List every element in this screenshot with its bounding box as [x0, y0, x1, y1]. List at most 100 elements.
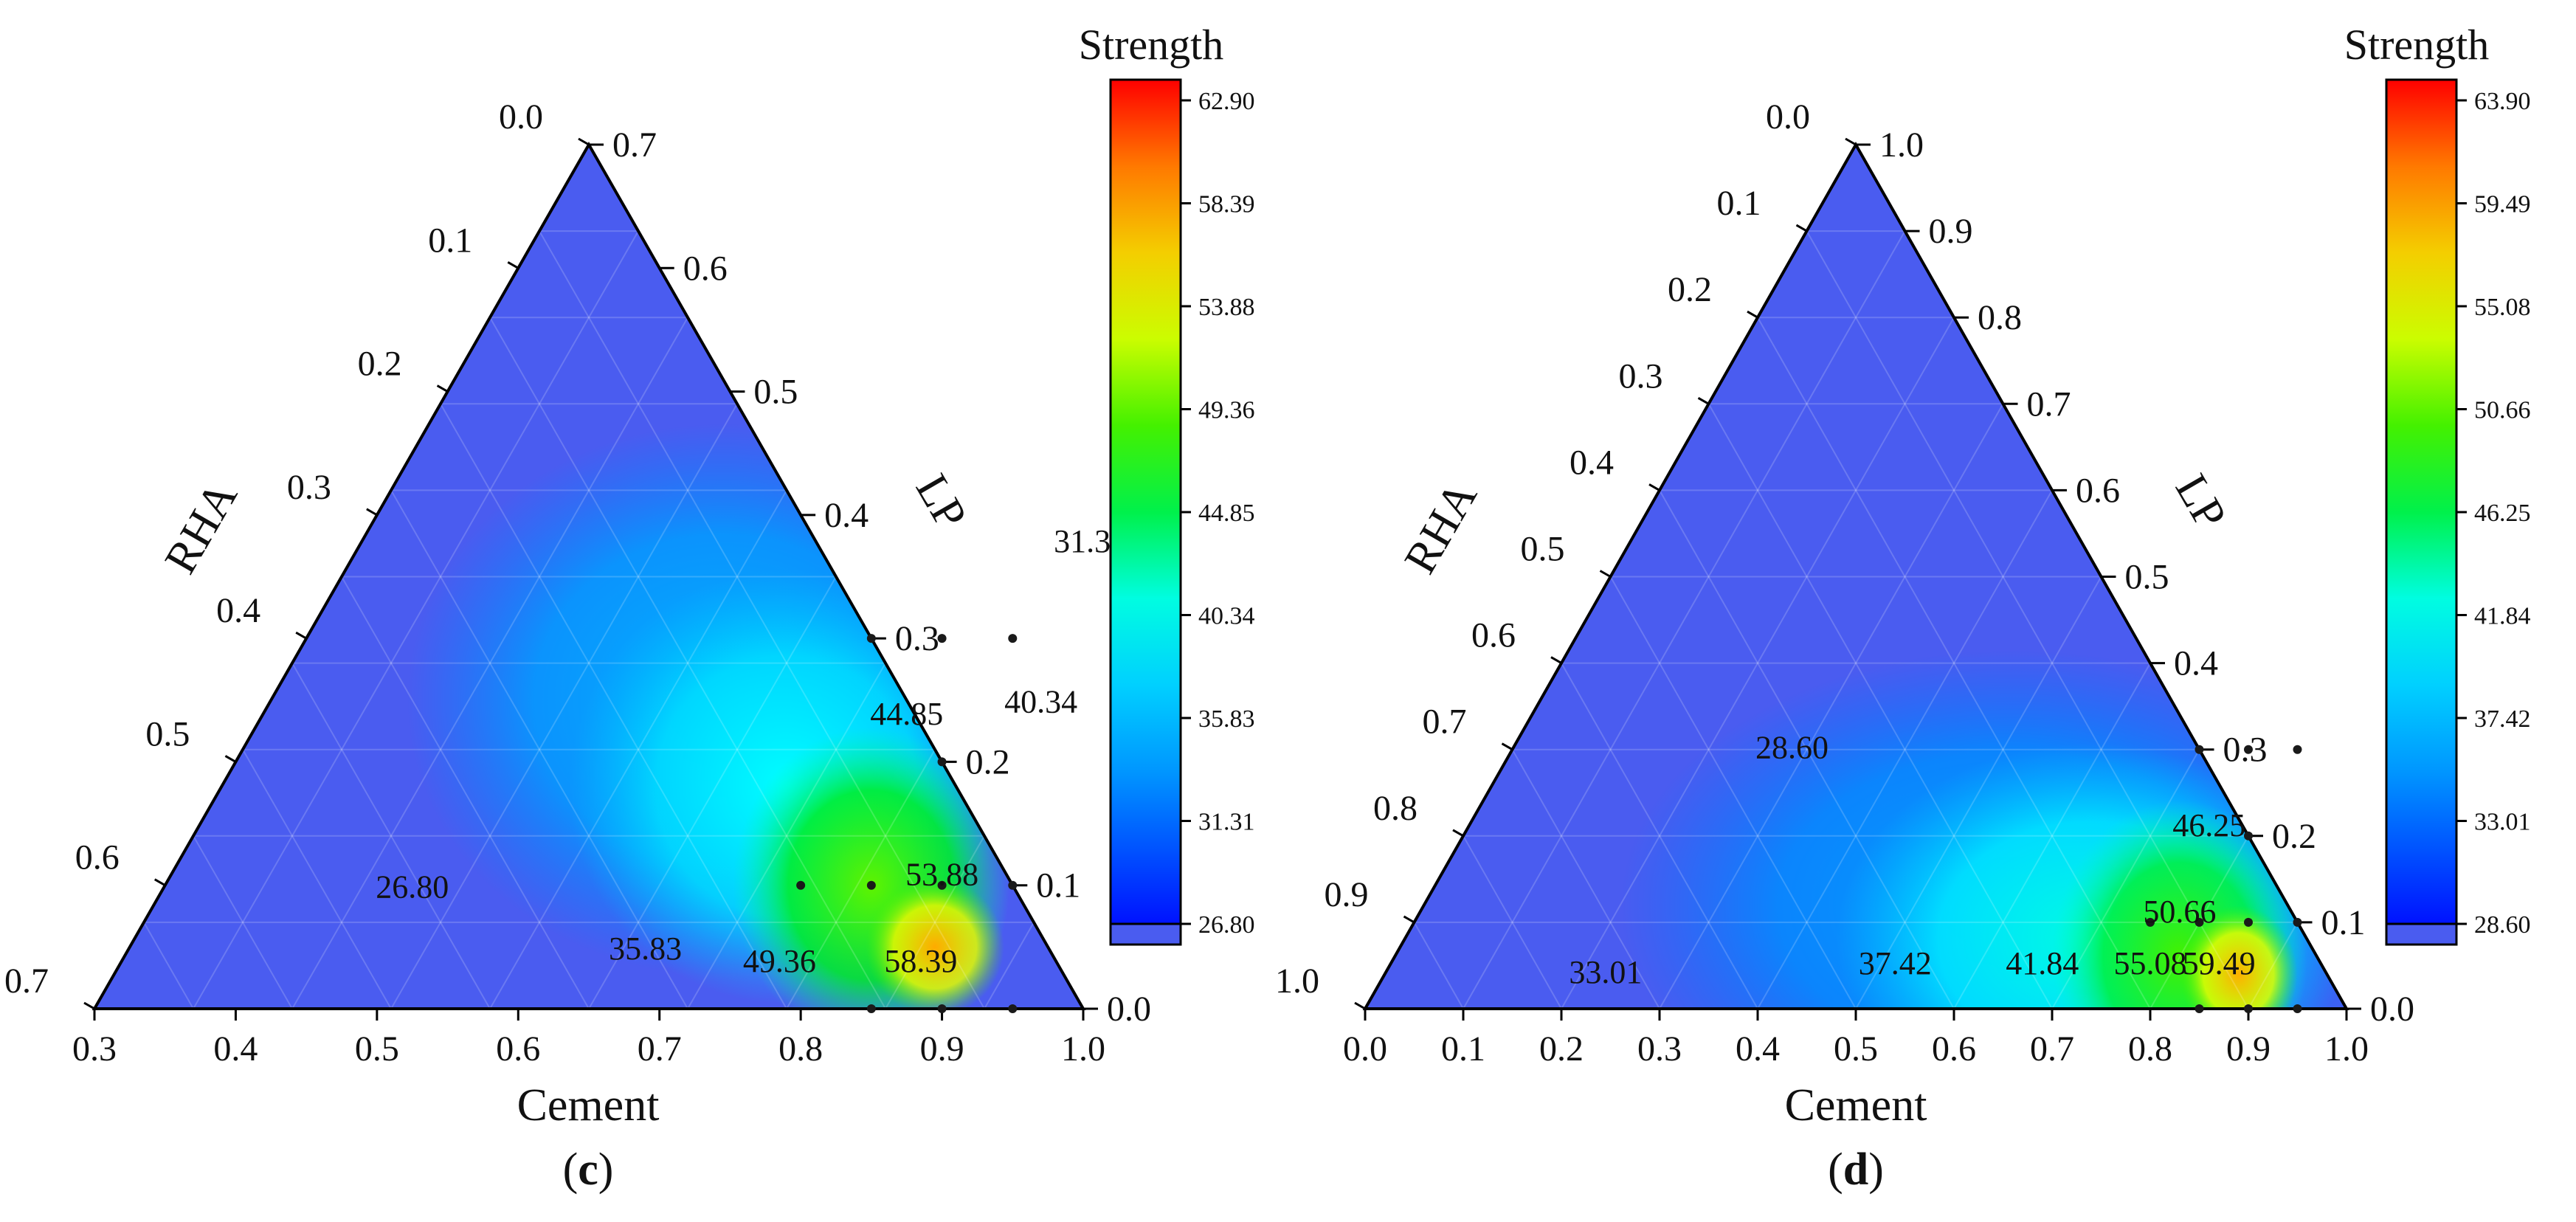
- right-tick-label: 0.4: [2174, 644, 2218, 683]
- left-tick: [1648, 483, 1660, 491]
- colorbar-tick-label: 41.84: [2474, 603, 2531, 630]
- colorbar: 62.90 58.39 53.88 49.36 44.85 40.34 35.83 31.31…: [1079, 21, 1255, 946]
- design-point: [2146, 917, 2155, 927]
- design-point: [796, 880, 806, 890]
- contour-label: 40.34: [1004, 684, 1077, 720]
- colorbar-gradient: [1109, 78, 1182, 946]
- right-tick-label: 0.4: [824, 496, 869, 535]
- bottom-tick-label: 0.6: [1932, 1029, 1976, 1069]
- panel-label: (d): [1828, 1145, 1884, 1195]
- left-tick: [153, 878, 166, 887]
- colorbar-tick-label: 31.31: [1198, 809, 1255, 836]
- right-tick-label: 0.1: [2321, 903, 2366, 942]
- bottom-tick-label: 0.1: [1441, 1029, 1485, 1069]
- contour-label: 58.39: [884, 943, 957, 979]
- design-point: [937, 880, 947, 890]
- colorbar-tick-label: 28.60: [2474, 911, 2531, 939]
- design-point: [866, 634, 876, 643]
- contour-label: 50.66: [2143, 894, 2216, 930]
- bottom-tick-label: 0.4: [213, 1029, 258, 1069]
- left-tick: [295, 631, 307, 640]
- bottom-tick-label: 0.9: [2226, 1029, 2271, 1069]
- colorbar-tick-label: 40.34: [1198, 603, 1255, 630]
- ternary-grid: [143, 230, 1035, 1009]
- left-tick-label: 0.3: [287, 468, 331, 507]
- right-tick-label: 0.7: [612, 125, 657, 165]
- design-point: [866, 880, 876, 890]
- contour-field: [1365, 145, 2347, 1009]
- bottom-tick-label: 0.5: [1834, 1029, 1878, 1069]
- colorbar-tick-label: 59.49: [2474, 191, 2531, 218]
- left-tick-label: 1.0: [1275, 962, 1319, 1001]
- design-point: [937, 757, 947, 767]
- right-tick-label: 0.0: [2370, 990, 2414, 1029]
- right-tick-label: 0.6: [2076, 471, 2120, 510]
- design-point: [2293, 745, 2302, 754]
- design-point: [2244, 831, 2253, 840]
- left-tick-label: 0.3: [1619, 356, 1663, 396]
- left-axis-label: RHA: [156, 473, 247, 582]
- right-tick-label: 0.1: [1036, 866, 1080, 905]
- bottom-tick-label: 0.3: [72, 1029, 117, 1069]
- bottom-tick-label: 0.2: [1539, 1029, 1584, 1069]
- bottom-tick-label: 0.6: [496, 1029, 540, 1069]
- right-tick-label: 0.0: [1107, 990, 1151, 1029]
- bottom-tick-label: 0.9: [920, 1029, 964, 1069]
- colorbar-tick-label: 58.39: [1198, 191, 1255, 218]
- left-tick: [1452, 829, 1464, 838]
- left-tick: [1795, 224, 1808, 232]
- colorbar-title: Strength: [2344, 21, 2490, 69]
- left-tick: [1599, 570, 1612, 578]
- colorbar-tick-label: 35.83: [1198, 705, 1255, 733]
- right-axis-label: LP: [2166, 466, 2236, 538]
- colorbar-underflow: [1109, 922, 1182, 946]
- contour-label: 33.01: [1569, 954, 1642, 990]
- right-tick-label: 0.2: [966, 742, 1010, 781]
- design-point: [2244, 1004, 2253, 1013]
- left-tick-label: 0.5: [145, 714, 190, 753]
- right-tick-label: 0.5: [2125, 558, 2169, 597]
- left-tick-label: 0.8: [1373, 789, 1418, 828]
- left-tick: [83, 1001, 95, 1010]
- contour-label: 28.60: [1755, 729, 1829, 765]
- bottom-tick-label: 0.7: [638, 1029, 682, 1069]
- right-tick-label: 0.9: [1929, 212, 1973, 251]
- colorbar-title: Strength: [1079, 21, 1224, 69]
- contour-label: 49.36: [743, 943, 816, 979]
- right-tick-label: 0.6: [683, 249, 728, 288]
- right-axis-label: LP: [906, 466, 976, 538]
- colorbar-underflow: [2385, 922, 2458, 946]
- left-tick: [366, 508, 378, 517]
- colorbar: 63.90 59.49 55.08 50.66 46.25 41.84 37.42 33.01…: [2344, 21, 2531, 946]
- contour-band: [866, 877, 1004, 1009]
- bottom-tick-label: 1.0: [1061, 1029, 1105, 1069]
- contour-label: 35.83: [609, 931, 682, 967]
- bottom-tick-label: 0.5: [355, 1029, 399, 1069]
- colorbar-tick-label: 50.66: [2474, 397, 2531, 424]
- left-tick-label: 0.9: [1325, 875, 1369, 914]
- left-tick-label: 0.7: [4, 962, 49, 1001]
- colorbar-tick-label: 62.90: [1198, 88, 1255, 115]
- contour-label: 26.80: [376, 869, 449, 905]
- left-tick: [507, 260, 519, 269]
- panel-label: (c): [563, 1145, 614, 1195]
- left-tick-label: 0.2: [1668, 270, 1712, 309]
- left-tick: [436, 384, 449, 393]
- design-point: [2244, 917, 2253, 927]
- left-tick-label: 0.4: [1570, 443, 1614, 482]
- left-tick-label: 0.1: [1717, 184, 1761, 223]
- colorbar-gradient: [2385, 78, 2458, 946]
- left-tick: [1697, 396, 1710, 405]
- left-tick: [1354, 1001, 1366, 1010]
- left-tick-label: 0.4: [216, 591, 260, 630]
- contour-band: [2052, 799, 2307, 1009]
- design-point: [2195, 1004, 2204, 1013]
- left-tick: [1747, 310, 1758, 319]
- left-tick: [1845, 137, 1857, 146]
- contour-label: 44.85: [870, 696, 943, 732]
- colorbar-tick-label: 44.85: [1198, 500, 1255, 527]
- colorbar-tick-label: 63.90: [2474, 88, 2531, 115]
- left-tick: [224, 755, 237, 763]
- design-point: [2244, 745, 2253, 754]
- left-tick-label: 0.6: [1471, 616, 1516, 655]
